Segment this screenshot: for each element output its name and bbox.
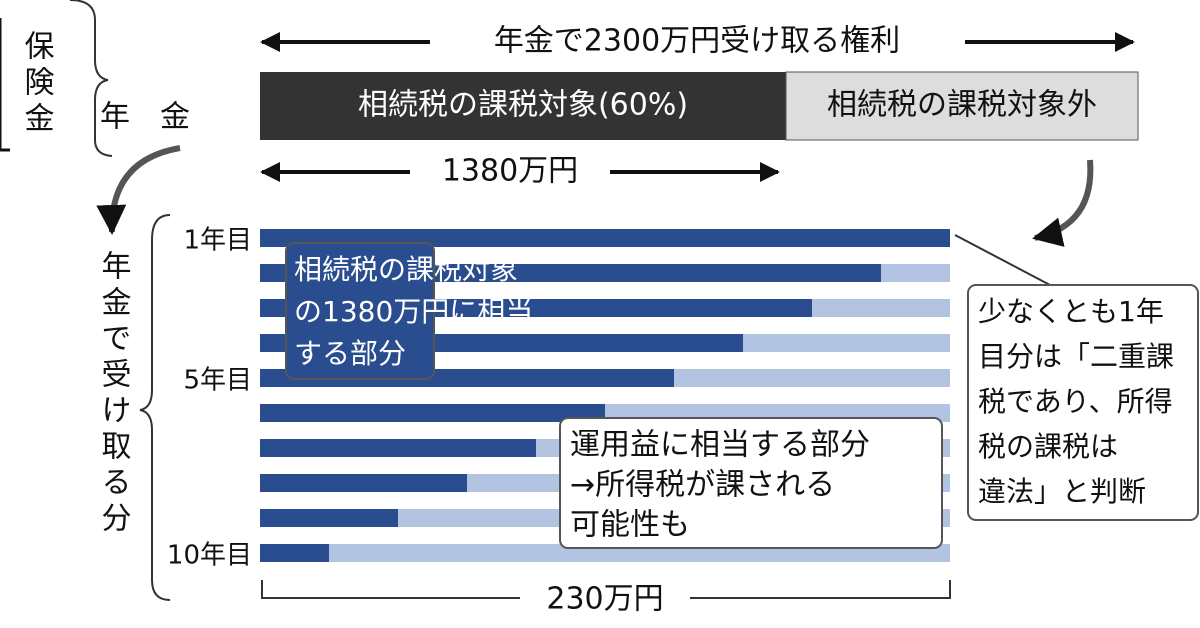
callout-line: する部分 xyxy=(294,337,406,370)
nontaxable-box xyxy=(785,71,1139,141)
bar-segment xyxy=(881,264,950,282)
callout-box xyxy=(967,284,1199,521)
callout-box xyxy=(285,242,435,380)
callout-line: 運用益に相当する部分 xyxy=(570,428,870,463)
bar-segment xyxy=(260,439,536,457)
callout-box xyxy=(559,417,943,549)
bar-segment xyxy=(812,299,950,317)
left-label: 保険金 xyxy=(19,30,55,138)
taxable-amount: 1380万円 xyxy=(442,154,578,189)
callout-line: 目分は「二重課 xyxy=(978,340,1174,373)
callout-line: 可能性も xyxy=(570,508,690,543)
bar-segment xyxy=(260,509,398,527)
callout-line: の1380万円に相当 xyxy=(294,295,533,328)
callout-line: 少なくとも1年 xyxy=(978,295,1164,328)
bar-segment xyxy=(260,229,950,247)
callout-line: →所得税が課される xyxy=(570,468,835,503)
bar-segment xyxy=(260,544,329,562)
taxable-label: 相続税の課税対象(60%) xyxy=(358,88,688,123)
total-label: 230万円 xyxy=(546,582,663,617)
callout-line: 相続税の課税対象 xyxy=(294,253,518,286)
frame-edge xyxy=(0,18,10,152)
callout-line: 税の課税は xyxy=(978,430,1118,463)
brace xyxy=(139,214,171,601)
bar-segment xyxy=(674,369,950,387)
row-label: 1年目 xyxy=(183,226,252,256)
top-arrow-label: 年金で2300万円受け取る権利 xyxy=(494,24,900,59)
bar-segment xyxy=(743,334,950,352)
callout-line: 違法」と判断 xyxy=(978,475,1146,508)
label-bg xyxy=(520,585,690,615)
row-label: 5年目 xyxy=(183,366,252,396)
row-label: 10年目 xyxy=(167,541,252,571)
layout xyxy=(0,0,1139,615)
pension-label: 年 金 xyxy=(100,100,190,135)
brace xyxy=(69,0,113,157)
pointer xyxy=(954,234,1051,286)
curved-arrow xyxy=(96,145,181,235)
bar-segment xyxy=(260,404,605,422)
side-label: 年金で受け取る分 xyxy=(96,250,132,538)
curved-arrow xyxy=(1032,159,1094,247)
taxable-box xyxy=(260,72,786,140)
nontaxable-label: 相続税の課税対象外 xyxy=(827,88,1097,123)
callout-line: 税であり、所得 xyxy=(978,385,1173,418)
bar-segment xyxy=(260,474,467,492)
